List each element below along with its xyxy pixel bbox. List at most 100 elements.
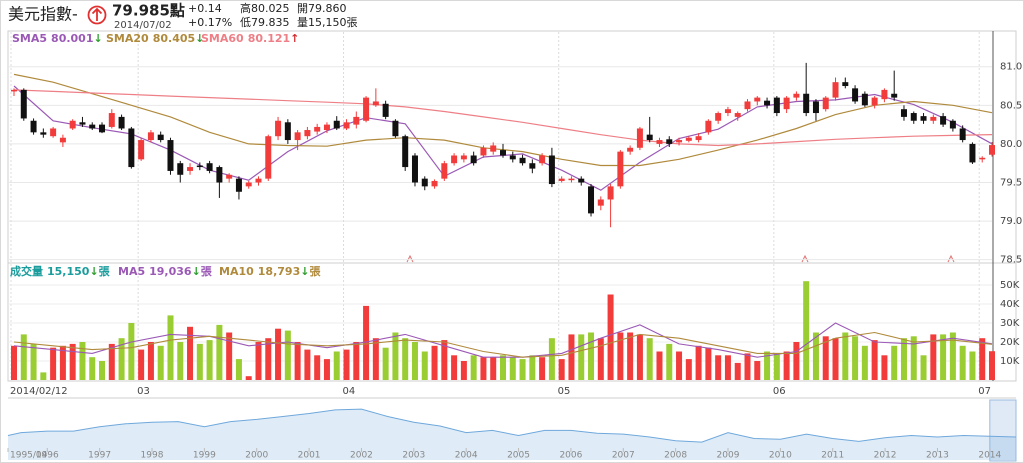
volume-bar	[636, 334, 643, 380]
x-tick-label: 1996	[36, 451, 59, 461]
candle-body	[138, 140, 145, 160]
price: 79.985點	[112, 2, 185, 20]
candle-body	[441, 163, 448, 179]
candle-body	[607, 186, 614, 200]
candle-body	[177, 163, 184, 175]
volume-bar	[676, 351, 683, 380]
x-tick-label: 2010	[769, 451, 792, 461]
candle-body	[206, 163, 213, 171]
volume-bar	[79, 342, 86, 380]
x-tick-label: 07	[978, 386, 991, 397]
volume-bar	[147, 342, 154, 380]
volume-bar	[695, 345, 702, 380]
candle-body	[216, 167, 223, 183]
candle-body	[744, 101, 751, 110]
up-arrow	[91, 7, 103, 21]
volume-bar	[411, 342, 418, 380]
legend-part: 張	[201, 265, 213, 278]
candle-body	[842, 82, 849, 87]
volume-bar	[402, 338, 409, 380]
volume-bar	[333, 351, 340, 380]
volume-bar	[392, 332, 399, 380]
volume-bar	[187, 326, 194, 380]
candle-body	[108, 113, 115, 127]
candle-body	[265, 136, 272, 179]
volume-bar	[597, 338, 604, 380]
candle-body	[891, 93, 898, 98]
volume-bar	[529, 355, 536, 380]
legend-part: 張	[99, 265, 111, 278]
candle-body	[59, 137, 66, 143]
candle-body	[685, 137, 692, 141]
volume-bar	[89, 357, 96, 380]
candle-body	[226, 174, 233, 179]
volume-bar	[441, 340, 448, 380]
volume-ma-line	[13, 331, 993, 358]
legend-part: 80.405	[153, 32, 195, 45]
candle-body	[509, 155, 516, 160]
legend-part: ↓	[192, 265, 201, 278]
legend-part: 張	[309, 265, 321, 278]
candle-body	[411, 155, 418, 183]
candle-body	[147, 132, 154, 141]
candle-body	[235, 178, 242, 192]
volume-bar	[764, 351, 771, 380]
candle-body	[480, 147, 487, 156]
volume-bar	[989, 351, 995, 380]
candle-body	[539, 155, 546, 164]
change: +0.14	[188, 2, 222, 15]
candle-body	[764, 100, 771, 106]
candle-body	[196, 165, 203, 168]
volume-bar	[685, 359, 692, 380]
volume-bar	[206, 340, 213, 380]
volume-bar	[431, 345, 438, 380]
volume-bar	[803, 281, 810, 380]
volume-bar	[646, 338, 653, 380]
candle-body	[588, 186, 595, 214]
candle-body	[79, 122, 86, 125]
candle-body	[118, 116, 125, 129]
volume-bar	[724, 355, 731, 380]
volume-bar	[167, 315, 174, 380]
candle-body	[754, 97, 761, 102]
x-tick-label: 2014/02/12	[10, 386, 68, 397]
volume-bar	[20, 334, 27, 380]
volume-bar	[617, 332, 624, 380]
volume-bar	[891, 345, 898, 380]
candle-body	[822, 97, 829, 110]
candle-body	[372, 101, 379, 106]
legend-part: ↓	[89, 265, 98, 278]
x-tick-label: 1998	[141, 451, 164, 461]
candle-body	[568, 178, 575, 181]
volume-bar	[99, 361, 106, 380]
candle-body	[392, 120, 399, 137]
volume-bar	[949, 332, 956, 380]
candle-body	[979, 157, 986, 160]
x-tick-label: 2009	[717, 451, 740, 461]
volume-bar	[255, 342, 262, 380]
volume-bar	[50, 347, 57, 380]
volume-bar	[842, 332, 849, 380]
volume-bar	[773, 353, 780, 380]
volume-bar	[314, 355, 321, 380]
volume-bar	[421, 351, 428, 380]
date: 2014/07/02	[114, 20, 172, 31]
volume-bar	[627, 332, 634, 380]
legend-part: 19,036	[149, 265, 192, 278]
candle-body	[421, 178, 428, 187]
volume-bar	[470, 355, 477, 380]
volume-bar	[304, 349, 311, 380]
x-tick-label: 2011	[821, 451, 844, 461]
volume-bar	[216, 324, 223, 380]
volume-bar	[509, 357, 516, 380]
candle-body	[617, 151, 624, 187]
candle-body	[949, 120, 956, 129]
volume-bar	[343, 349, 350, 380]
volume-bar	[519, 359, 526, 380]
low: 低79.835	[240, 16, 290, 29]
candle-body	[940, 116, 947, 125]
candle-body	[343, 122, 350, 129]
legend-part: ↑	[290, 32, 299, 45]
y-tick-label: 79.5	[1000, 178, 1022, 189]
